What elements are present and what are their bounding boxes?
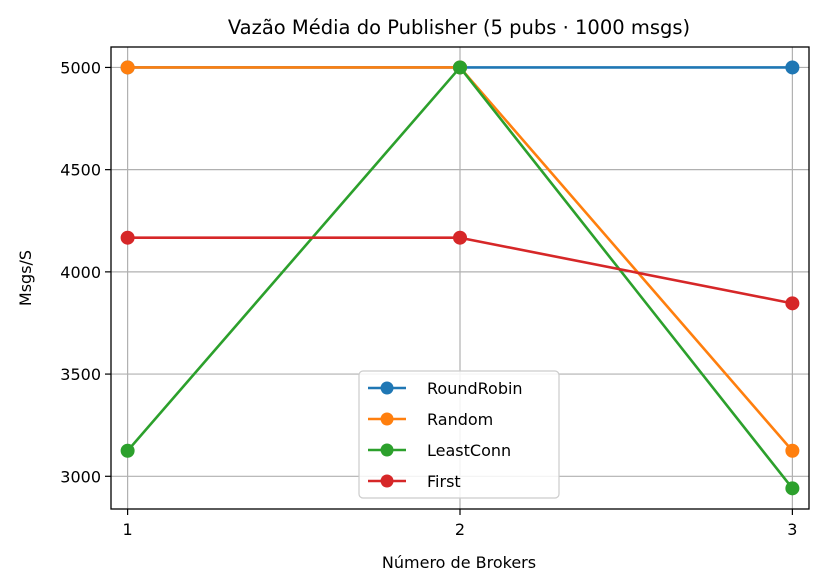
legend: RoundRobin Random LeastConn First (358, 370, 560, 499)
legend-marker-first (380, 474, 394, 488)
axis-ticks: 1 2 3 3000 3500 4000 4500 5000 (60, 58, 797, 539)
y-tick-label: 4000 (60, 263, 101, 282)
data-point-roundrobin (785, 60, 800, 75)
y-tick-label: 3500 (60, 365, 101, 384)
data-point-first (453, 230, 467, 245)
legend-label-leastconn: LeastConn (427, 441, 511, 460)
data-point-random (120, 60, 135, 75)
legend-label-first: First (427, 472, 461, 491)
legend-label-roundrobin: RoundRobin (427, 379, 523, 398)
data-point-leastconn (453, 60, 467, 75)
legend-label-random: Random (427, 410, 493, 429)
series-group (120, 60, 800, 496)
data-point-leastconn (120, 443, 135, 458)
x-tick-label: 1 (123, 520, 133, 539)
y-tick-label: 4500 (60, 161, 101, 180)
data-point-leastconn (785, 481, 800, 496)
x-axis-title: Número de Brokers (382, 553, 536, 572)
legend-box (358, 370, 560, 499)
chart-title: Vazão Média do Publisher (5 pubs · 1000 … (228, 16, 690, 39)
legend-marker-leastconn (380, 443, 394, 457)
y-tick-label: 3000 (60, 467, 101, 486)
data-point-random (785, 443, 800, 458)
legend-marker-roundrobin (380, 381, 394, 395)
data-point-first (785, 296, 800, 311)
x-tick-label: 2 (455, 520, 465, 539)
legend-marker-random (380, 412, 394, 426)
x-tick-label: 3 (787, 520, 797, 539)
data-point-first (120, 230, 135, 245)
y-tick-label: 5000 (60, 58, 101, 77)
y-axis-title: Msgs/S (16, 250, 35, 306)
